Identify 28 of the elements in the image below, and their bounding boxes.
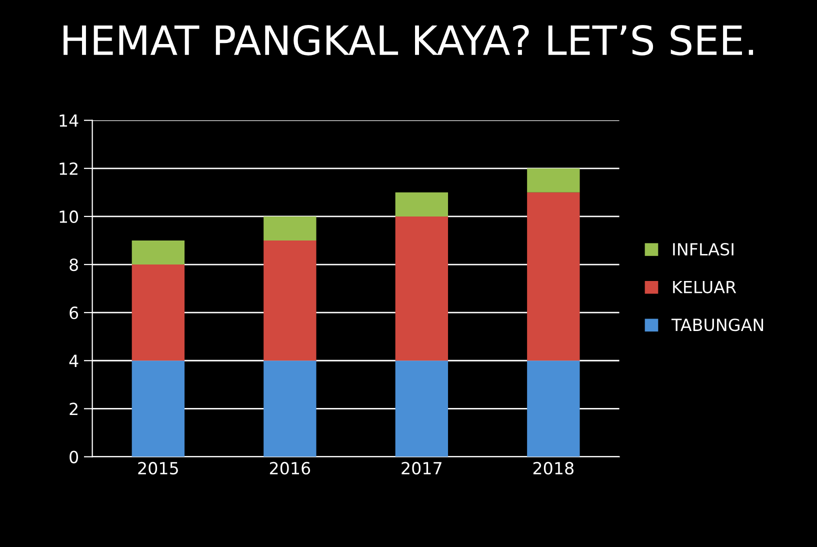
bar xyxy=(264,360,316,457)
bar xyxy=(395,360,448,457)
bar xyxy=(527,360,580,457)
bar xyxy=(132,240,185,265)
chart-title: HEMAT PANGKAL KAYA? LET’S SEE. xyxy=(64,24,754,56)
bar xyxy=(395,216,448,361)
bar xyxy=(132,264,185,361)
legend-label: INFLASI xyxy=(673,242,734,256)
y-tick-label: 4 xyxy=(69,354,78,367)
y-tick-label: 10 xyxy=(60,210,78,224)
x-tick-label: 2016 xyxy=(270,462,310,475)
y-tick-label: 0 xyxy=(70,450,78,464)
x-tick-label: 2018 xyxy=(533,462,574,475)
bar xyxy=(264,240,316,361)
bar xyxy=(395,192,448,216)
legend-label: TABUNGAN xyxy=(671,318,764,332)
y-tick-label: 6 xyxy=(70,306,78,320)
y-tick-label: 14 xyxy=(60,114,78,127)
bar xyxy=(527,192,580,361)
y-tick-label: 2 xyxy=(70,402,78,416)
y-tick-label: 12 xyxy=(60,162,78,175)
x-tick-label: 2015 xyxy=(138,462,178,475)
bar xyxy=(132,360,185,457)
x-tick-label: 2017 xyxy=(402,462,442,475)
bar xyxy=(264,216,316,240)
bar xyxy=(527,168,580,192)
y-tick-label: 8 xyxy=(70,258,78,272)
legend-label: KELUAR xyxy=(673,280,736,294)
